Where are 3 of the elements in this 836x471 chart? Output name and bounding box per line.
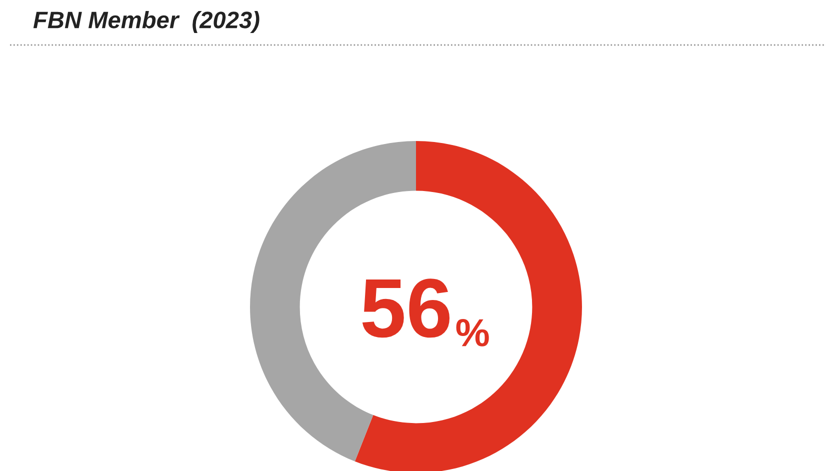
chart-title: FBN Member (2023) bbox=[33, 10, 260, 34]
donut-slice bbox=[354, 141, 582, 471]
data-label: 56% bbox=[362, 278, 489, 346]
